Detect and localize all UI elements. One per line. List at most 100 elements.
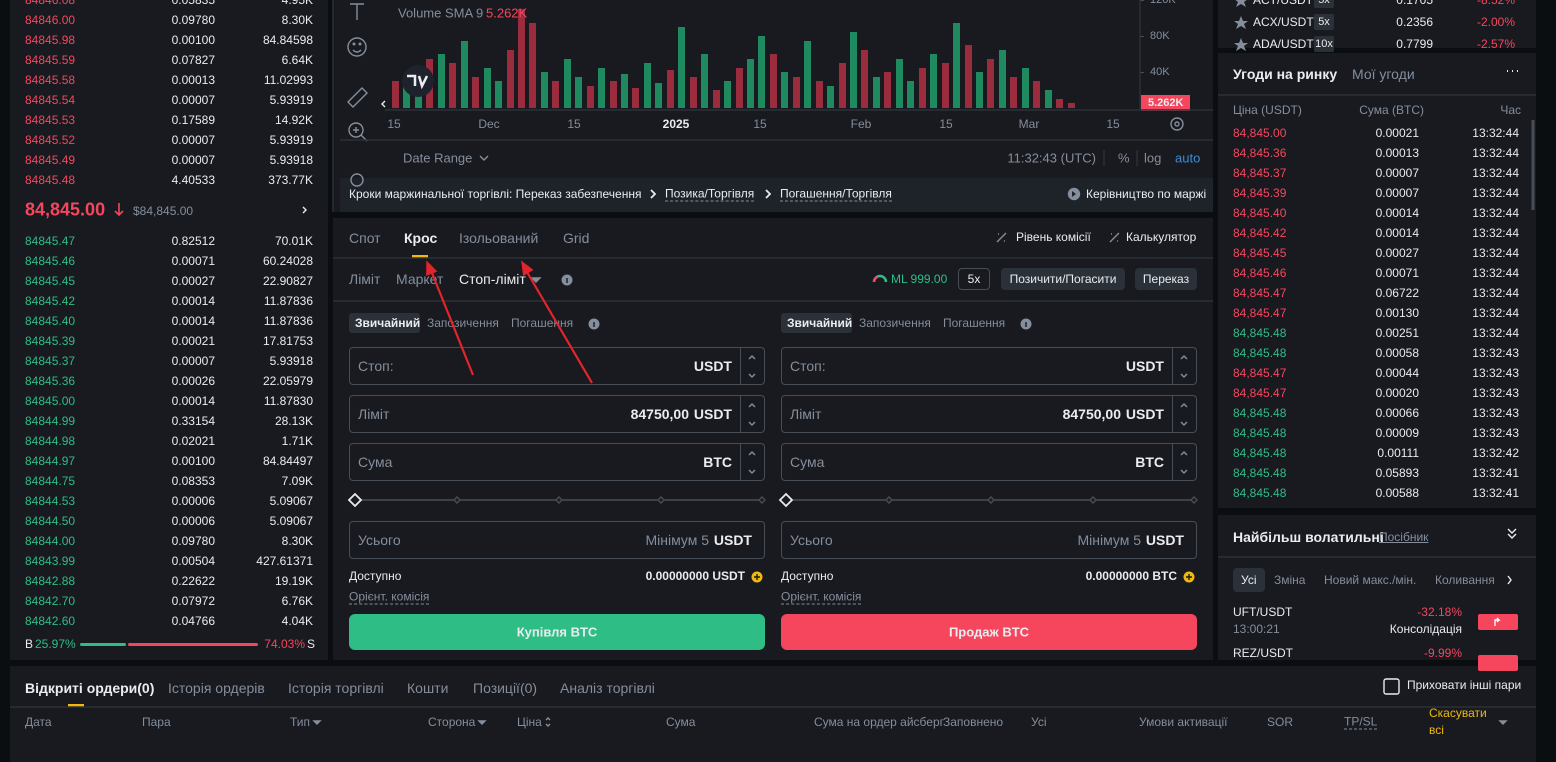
bid-amount: 0.33154 (171, 414, 215, 428)
stepper-divider (1172, 347, 1173, 385)
margin-tab[interactable]: Крос (404, 230, 438, 246)
mode-tab[interactable]: Погашення (511, 316, 574, 330)
volume-bar (575, 76, 583, 108)
order-type-tab[interactable]: Стоп-ліміт (459, 271, 526, 287)
mode-tab[interactable]: Запозичення (859, 316, 931, 330)
trade-price: 84,845.36 (1233, 146, 1287, 160)
bid-total: 11.87836 (263, 314, 313, 328)
volume-bar (724, 81, 732, 108)
hide-pairs[interactable]: Приховати інші пари (1407, 678, 1522, 692)
trade-time: 13:32:44 (1472, 306, 1519, 320)
calculator[interactable]: Калькулятор (1126, 230, 1197, 244)
trade-amount: 0.00130 (1375, 306, 1419, 320)
input-unit: BTC (703, 454, 732, 470)
market-pair[interactable]: ACT/USDT (1253, 0, 1313, 7)
date-range[interactable]: Date Range (403, 150, 473, 166)
y-tick (1140, 72, 1144, 73)
ask-price: 84846.00 (25, 13, 76, 27)
mode-tab[interactable]: Погашення (943, 316, 1006, 330)
margin-guide[interactable]: Керівництво по маржі (1086, 187, 1207, 201)
ask-total: 8.30K (281, 13, 313, 27)
margin-tab[interactable]: Grid (563, 230, 590, 246)
input-label: Усього (358, 532, 401, 548)
volume-bar (529, 22, 537, 108)
bid-price: 84845.00 (25, 394, 76, 408)
fee-estimate[interactable]: Орієнт. комісія (349, 589, 430, 605)
leverage-badge (1314, 0, 1334, 8)
fee-estimate[interactable]: Орієнт. комісія (781, 589, 862, 605)
volatile-tab[interactable]: Усі (1241, 573, 1257, 587)
auto-toggle[interactable]: auto (1175, 150, 1201, 166)
ask-price: 84845.58 (25, 73, 76, 87)
bid-price: 84845.37 (25, 354, 76, 368)
sell-ratio: 74.03% (264, 637, 305, 651)
column-header: TP/SL (1344, 714, 1378, 730)
orders-tab[interactable]: Відкриті ордери(0) (25, 680, 155, 696)
volatile-guide[interactable]: Посібник (1379, 530, 1429, 544)
volume-bar (735, 67, 743, 108)
column-header: Ціна (USDT) (1233, 103, 1302, 117)
log-toggle[interactable]: log (1144, 150, 1162, 166)
trade-price: 84,845.48 (1233, 346, 1287, 360)
trade-time: 13:32:44 (1472, 246, 1519, 260)
trades-tab[interactable]: Мої угоди (1352, 66, 1415, 82)
trade-price: 84,845.48 (1233, 466, 1287, 480)
volume-bar (552, 81, 560, 108)
trade-price: 84,845.37 (1233, 166, 1287, 180)
market-price: 0.1705 (1396, 0, 1433, 7)
step-link[interactable]: Позика/Торгівля (665, 186, 755, 202)
percent-toggle[interactable]: % (1118, 150, 1130, 166)
trade-time: 13:32:41 (1472, 466, 1519, 480)
mid-price-usd: $84,845.00 (133, 204, 194, 218)
stepper-divider (740, 347, 741, 385)
bid-price: 84844.00 (25, 534, 76, 548)
stepper-divider (740, 443, 741, 481)
bid-total: 11.87836 (263, 294, 313, 308)
step-link[interactable]: Погашення/Торгівля (780, 186, 892, 202)
order-type-tab[interactable]: Ліміт (349, 271, 381, 287)
orders-tab[interactable]: Історія торгівлі (288, 680, 384, 696)
margin-tab[interactable]: Спот (349, 230, 381, 246)
volume-bar (621, 73, 628, 108)
ask-amount: 0.00007 (171, 153, 215, 167)
mode-tab[interactable]: Запозичення (427, 316, 499, 330)
bid-total: 60.24028 (262, 254, 313, 268)
active-tab-underline (412, 255, 428, 258)
orders-tab[interactable]: Позиції(0) (473, 680, 538, 696)
volume-bar (472, 76, 480, 108)
orders-tab[interactable]: Аналіз торгівлі (560, 680, 655, 696)
trades-tab[interactable]: Угоди на ринку (1233, 66, 1338, 82)
ask-amount: 0.07827 (171, 53, 215, 67)
leverage-value: 5x (967, 272, 981, 286)
indicator-label: Volume SMA 9 (398, 5, 484, 21)
order-type-tab[interactable]: Маркет (396, 271, 444, 287)
volume-bar (563, 58, 571, 108)
volatile-tab[interactable]: Коливання (1435, 573, 1495, 587)
market-pair[interactable]: ACX/USDT (1253, 15, 1314, 29)
bid-amount: 0.00006 (171, 494, 215, 508)
mode-tab[interactable]: Звичайний (355, 316, 421, 330)
volatile-tab[interactable]: Зміна (1274, 573, 1306, 587)
bid-total: 4.04K (281, 614, 313, 628)
column-header: Сторона (428, 715, 476, 729)
margin-tab[interactable]: Ізольований (459, 230, 539, 246)
bid-amount: 0.00504 (171, 554, 215, 568)
mode-tab[interactable]: Звичайний (787, 316, 853, 330)
volume-bar (758, 36, 766, 108)
steps-title: Кроки маржинальної торгівлі: Переказ заб… (349, 187, 642, 201)
bid-amount: 0.02021 (171, 434, 215, 448)
trade-time: 13:32:43 (1472, 366, 1519, 380)
volatile-tab[interactable]: Новий макс./мін. (1324, 573, 1417, 587)
orders-tab[interactable]: Історія ордерів (168, 680, 265, 696)
bid-amount: 0.00007 (171, 354, 215, 368)
cancel-all[interactable]: Скасувати всі (1429, 706, 1487, 737)
volume-bar (449, 63, 457, 108)
market-pair[interactable]: ADA/USDT (1253, 37, 1314, 51)
fee-level[interactable]: Рівень комісії (1016, 230, 1091, 244)
bid-amount: 0.00027 (171, 274, 215, 288)
x-tick-label: Feb (850, 117, 872, 131)
ask-price: 84845.54 (25, 93, 76, 107)
orders-tab[interactable]: Кошти (407, 680, 449, 696)
bid-total: 5.09067 (269, 514, 313, 528)
